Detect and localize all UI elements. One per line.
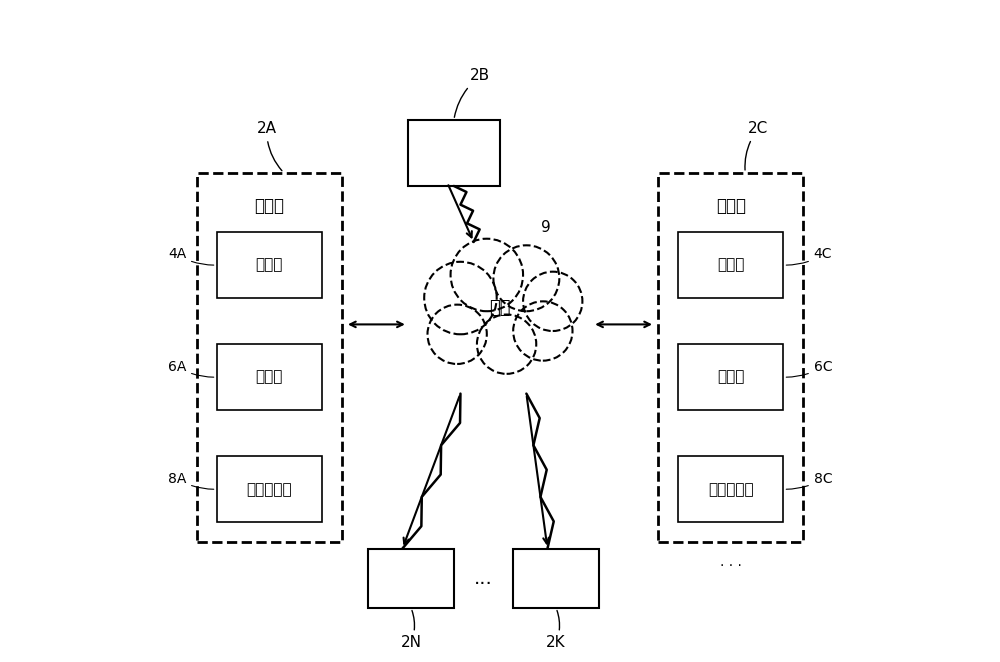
Bar — [408, 120, 500, 186]
Text: 解码器: 解码器 — [717, 369, 744, 385]
Text: 编码机: 编码机 — [716, 197, 746, 214]
Text: 4C: 4C — [786, 248, 832, 265]
Text: 9: 9 — [541, 220, 551, 235]
Bar — [678, 344, 783, 410]
Circle shape — [493, 246, 559, 311]
Bar — [678, 232, 783, 298]
Text: 重新编码器: 重新编码器 — [246, 482, 292, 496]
Text: 2C: 2C — [745, 121, 769, 170]
Text: 编码机: 编码机 — [254, 197, 284, 214]
Text: 编码器: 编码器 — [256, 258, 283, 273]
Circle shape — [477, 314, 536, 374]
Text: 2A: 2A — [257, 121, 282, 171]
Circle shape — [523, 271, 582, 331]
Text: 重新编码器: 重新编码器 — [708, 482, 754, 496]
Text: 8A: 8A — [168, 471, 214, 489]
Bar — [513, 549, 599, 608]
Bar — [217, 232, 322, 298]
Text: 6A: 6A — [168, 359, 214, 377]
Bar — [197, 173, 342, 542]
Text: 2B: 2B — [454, 68, 490, 117]
Text: 8C: 8C — [786, 471, 832, 489]
Text: 网络: 网络 — [489, 299, 511, 317]
Text: 解码器: 解码器 — [256, 369, 283, 385]
Text: 编码器: 编码器 — [717, 258, 744, 273]
Text: 4A: 4A — [168, 248, 214, 265]
Text: ...: ... — [474, 569, 493, 588]
Bar — [678, 456, 783, 522]
Circle shape — [427, 305, 487, 364]
Bar — [217, 344, 322, 410]
Circle shape — [451, 239, 523, 311]
Text: . . .: . . . — [720, 555, 742, 569]
Text: 6C: 6C — [786, 359, 832, 377]
Bar — [217, 456, 322, 522]
Bar — [368, 549, 454, 608]
Text: 2N: 2N — [401, 610, 422, 651]
Text: 2K: 2K — [546, 610, 566, 651]
Circle shape — [513, 301, 573, 361]
Bar — [658, 173, 803, 542]
Circle shape — [424, 261, 497, 334]
